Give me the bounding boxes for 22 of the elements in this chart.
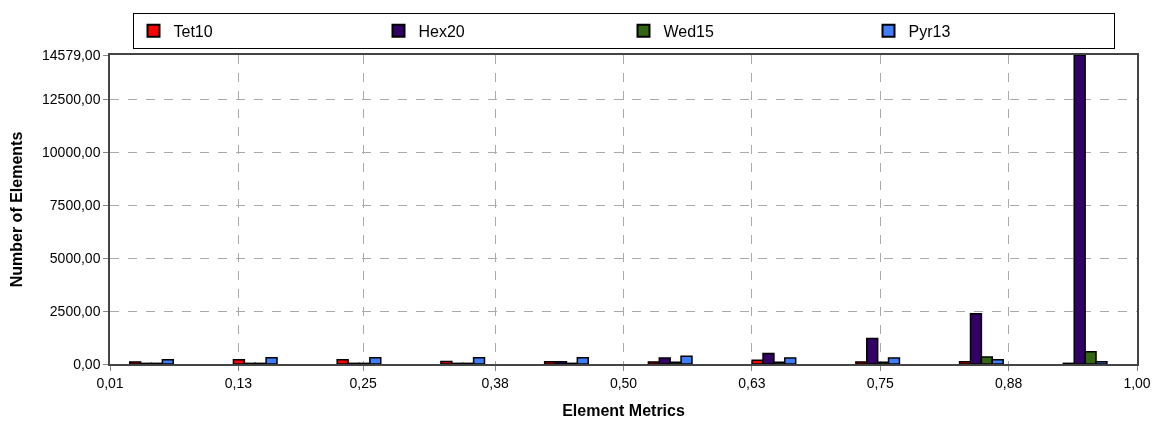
x-tick-label: 0,25 xyxy=(349,374,377,391)
x-tick-label: 0,13 xyxy=(224,374,253,391)
x-tick-label: 0,88 xyxy=(995,374,1023,391)
x-tick-label: 0,63 xyxy=(738,374,766,391)
y-tick-label: 10000,00 xyxy=(42,143,101,160)
x-tick-label: 1,00 xyxy=(1123,374,1151,391)
y-tick-label: 7500,00 xyxy=(49,196,101,213)
y-tick-label: 14579,00 xyxy=(42,46,101,63)
y-tick-label: 0,00 xyxy=(73,355,101,372)
legend-label: Pyr13 xyxy=(908,22,951,40)
x-tick-label: 0,38 xyxy=(481,374,509,391)
y-tick-label: 2500,00 xyxy=(49,302,101,319)
x-tick-label: 0,01 xyxy=(96,374,124,391)
y-tick-label: 5000,00 xyxy=(49,249,101,266)
x-tick-label: 0,50 xyxy=(609,374,638,391)
legend-label: Tet10 xyxy=(173,22,213,40)
x-tick-label: 0,75 xyxy=(866,374,895,391)
legend-label: Wed15 xyxy=(663,22,715,40)
y-tick-label: 12500,00 xyxy=(42,90,101,107)
legend-label: Hex20 xyxy=(418,22,465,40)
x-axis-title: Element Metrics xyxy=(562,401,685,419)
y-axis-title: Number of Elements xyxy=(8,131,26,288)
